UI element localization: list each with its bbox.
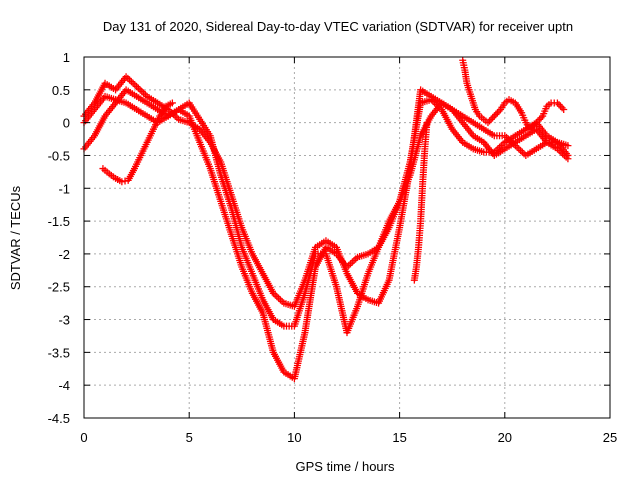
y-tick-label: -2 — [58, 247, 70, 262]
data-point-interp — [557, 102, 565, 110]
data-point — [532, 119, 540, 127]
x-tick-label: 25 — [603, 430, 617, 445]
data-point-interp — [513, 143, 521, 151]
grid — [84, 57, 610, 418]
x-axis-label: GPS time / hours — [296, 459, 395, 474]
x-tick-label: 15 — [392, 430, 406, 445]
data-point-interp — [537, 114, 545, 122]
data-point-interp — [134, 84, 142, 92]
y-tick-label: -0.5 — [48, 148, 70, 163]
data-point-interp — [275, 294, 283, 302]
data-point-interp — [515, 145, 523, 153]
data-point-interp — [273, 293, 281, 301]
data-point-interp — [138, 87, 146, 95]
data-points — [80, 56, 572, 383]
y-tick-label: 1 — [63, 50, 70, 65]
series-track-f — [459, 56, 568, 133]
data-point-interp — [534, 117, 542, 125]
y-tick-label: -1.5 — [48, 214, 70, 229]
data-point-interp — [517, 147, 525, 155]
data-point-interp — [348, 258, 356, 266]
axis-ticks: 0 5 10 15 20 25 1 0.5 0 -0.5 -1 -1.5 -2 -2.5 -3 -3.5 -4 -… — [48, 50, 618, 445]
data-point — [553, 99, 561, 107]
x-tick-label: 5 — [186, 430, 193, 445]
data-point — [564, 155, 572, 163]
data-point — [118, 178, 126, 186]
data-point-interp — [495, 107, 503, 115]
data-point-interp — [276, 296, 284, 304]
y-tick-label: -2.5 — [48, 280, 70, 295]
data-point-interp — [126, 76, 134, 84]
data-point-interp — [531, 120, 539, 128]
data-point-interp — [555, 101, 563, 109]
data-point-interp — [127, 78, 135, 86]
y-axis-label: SDTVAR / TECUs — [8, 185, 23, 290]
y-tick-label: -3.5 — [48, 345, 70, 360]
series-track-b — [80, 86, 572, 337]
data-point-interp — [536, 115, 544, 123]
series-track-c — [80, 92, 572, 383]
data-point-interp — [131, 81, 139, 89]
data-point — [490, 112, 498, 120]
data-point — [133, 83, 141, 91]
y-tick-label: 0.5 — [52, 83, 70, 98]
y-tick-label: -3 — [58, 313, 70, 328]
data-point-interp — [529, 122, 537, 130]
data-point-interp — [489, 114, 497, 122]
data-point-interp — [136, 86, 144, 94]
x-tick-label: 0 — [80, 430, 87, 445]
data-point-interp — [129, 79, 137, 87]
data-point-interp — [486, 117, 494, 125]
x-tick-label: 10 — [287, 430, 301, 445]
data-point-interp — [121, 177, 129, 185]
series-track-e — [410, 119, 431, 284]
data-point-interp — [350, 256, 358, 264]
data-point — [423, 119, 431, 127]
data-point-interp — [562, 153, 570, 161]
y-tick-label: -4.5 — [48, 411, 70, 426]
data-point-interp — [487, 115, 495, 123]
data-point — [168, 99, 176, 107]
data-point-interp — [493, 109, 501, 117]
plot-frame — [83, 56, 611, 419]
y-tick-label: 0 — [63, 116, 70, 131]
data-point — [526, 125, 534, 133]
x-tick-label: 20 — [498, 430, 512, 445]
y-tick-label: -4 — [58, 378, 70, 393]
data-point-interp — [492, 110, 500, 118]
data-point — [484, 119, 492, 127]
data-point — [564, 142, 572, 150]
data-point-interp — [558, 104, 566, 112]
chart-title: Day 131 of 2020, Sidereal Day-to-day VTE… — [103, 19, 573, 34]
data-point-interp — [347, 260, 355, 268]
data-point — [560, 106, 568, 114]
series-track-d — [99, 99, 176, 186]
data-point-interp — [528, 124, 536, 132]
y-tick-label: -1 — [58, 181, 70, 196]
